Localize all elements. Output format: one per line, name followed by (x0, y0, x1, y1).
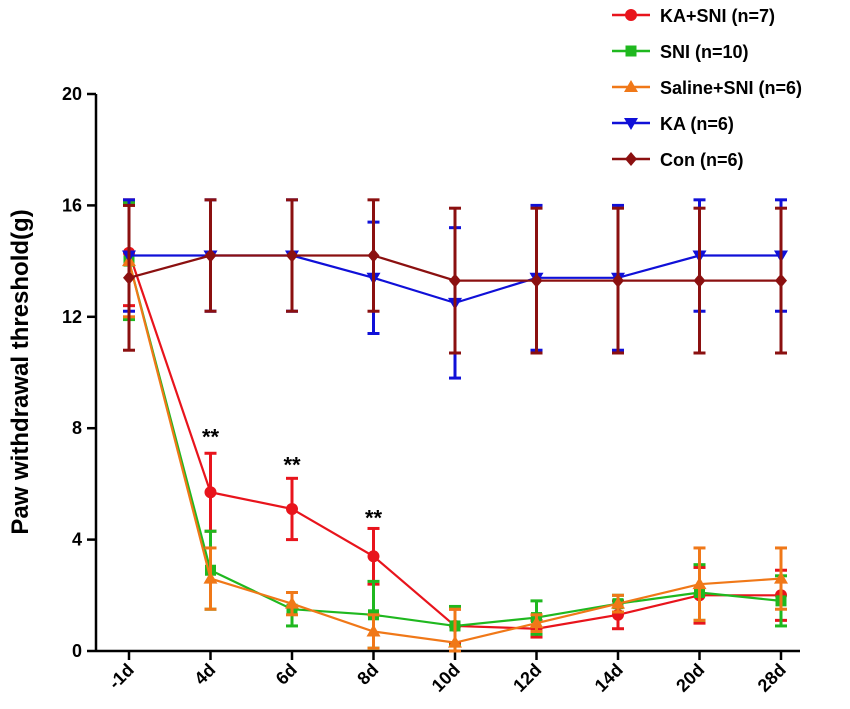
x-tick-label: 8d (353, 660, 382, 689)
data-point (530, 273, 543, 288)
y-tick-label: 16 (62, 195, 82, 215)
x-tick-label: 10d (428, 660, 464, 696)
annotations: ** ** ** (202, 425, 383, 531)
ticks: 0 4 8 12 16 20 -1d 4d 6d 8d 10d 12d 14d 20d 28d (62, 84, 790, 696)
legend-label: KA+SNI (n=7) (660, 6, 775, 26)
data-point (775, 273, 787, 288)
data-point (204, 248, 217, 263)
x-tick-label: 20d (672, 660, 708, 696)
data-point (367, 248, 380, 263)
data-point (285, 596, 299, 609)
data-point (611, 596, 625, 609)
data-point (204, 486, 217, 499)
series-group (122, 198, 788, 653)
legend-marker (624, 118, 638, 130)
series-4 (123, 198, 787, 355)
significance-annotation: ** (365, 505, 383, 530)
legend-item: SNI (n=10) (612, 42, 749, 62)
data-point (286, 248, 298, 263)
legend-item: KA+SNI (n=7) (612, 6, 775, 26)
x-tick-label: 14d (591, 660, 627, 696)
legend-label: Con (n=6) (660, 150, 744, 170)
data-point (367, 550, 380, 563)
y-tick-label: 12 (62, 307, 82, 327)
x-tick-label: -1d (105, 660, 138, 693)
data-point (692, 577, 707, 590)
legend-item: KA (n=6) (612, 114, 734, 134)
y-tick-label: 4 (72, 530, 82, 550)
y-tick-label: 0 (72, 641, 82, 661)
data-point (203, 571, 218, 584)
data-point (448, 635, 462, 648)
significance-annotation: ** (202, 425, 220, 450)
x-tick-label: 6d (272, 660, 301, 689)
data-point (774, 571, 788, 584)
significance-annotation: ** (283, 452, 301, 477)
legend-label: SNI (n=10) (660, 42, 749, 62)
legend-marker (625, 45, 637, 57)
legend: KA+SNI (n=7) SNI (n=10) Saline+SNI (n=6) KA… (612, 6, 802, 170)
x-tick-label: 28d (754, 660, 790, 696)
legend-marker (625, 152, 637, 166)
legend-label: Saline+SNI (n=6) (660, 78, 802, 98)
y-axis-label: Paw withdrawal threshold(g) (7, 209, 34, 534)
data-point (693, 273, 706, 288)
data-point (366, 624, 381, 637)
legend-item: Saline+SNI (n=6) (612, 78, 802, 98)
legend-item: Con (n=6) (612, 150, 744, 170)
data-point (286, 502, 298, 515)
legend-marker (625, 9, 637, 21)
y-tick-label: 8 (72, 418, 82, 438)
x-tick-label: 4d (190, 660, 219, 689)
y-tick-label: 20 (62, 84, 82, 104)
data-point (449, 273, 461, 288)
data-point (529, 616, 544, 629)
legend-marker (624, 80, 638, 92)
x-tick-label: 12d (509, 660, 545, 696)
data-point (612, 273, 624, 288)
data-point (123, 270, 135, 285)
legend-label: KA (n=6) (660, 114, 734, 134)
